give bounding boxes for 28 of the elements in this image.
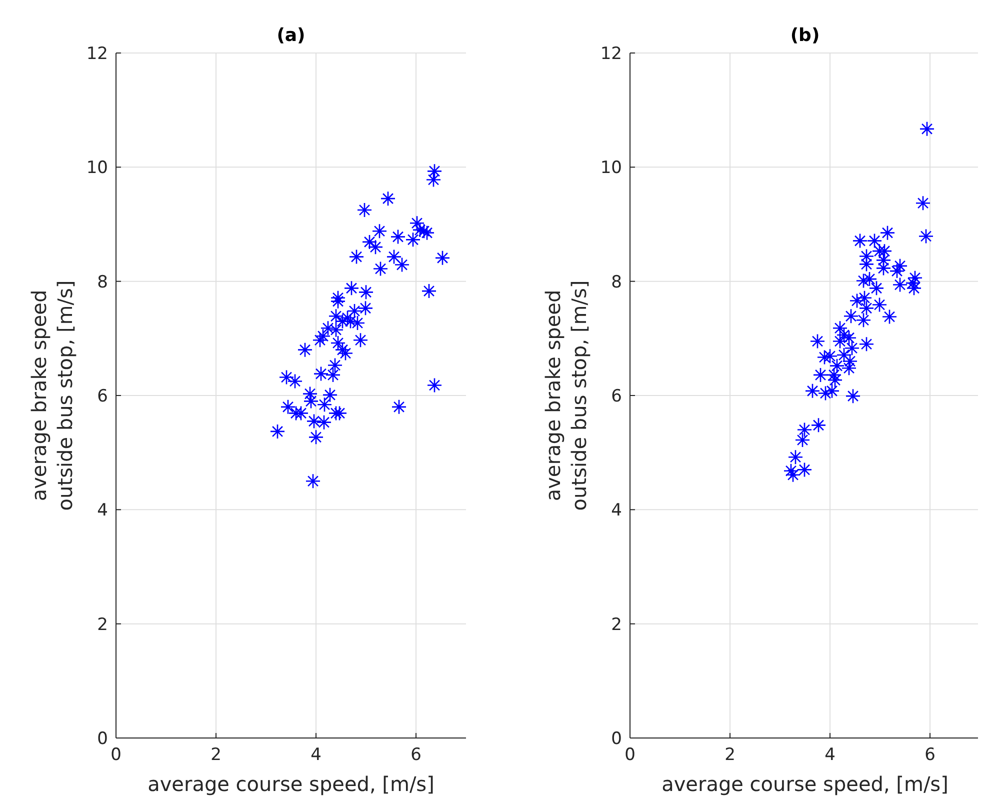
x-tick-label: 0: [110, 745, 122, 765]
y-axis-title: average brake speed outside bus stop, [m/s]: [541, 280, 591, 511]
y-tick-label: 10: [600, 158, 622, 178]
y-tick-label: 4: [611, 500, 622, 521]
x-tick-label: 6: [410, 745, 422, 765]
y-tick-label: 0: [611, 729, 622, 749]
x-axis-title: average course speed, [m/s]: [148, 772, 434, 796]
y-tick-label: 12: [600, 44, 622, 64]
x-axis-title: average course speed, [m/s]: [662, 772, 948, 796]
y-tick-label: 8: [611, 272, 622, 292]
y-tick-label: 2: [611, 614, 622, 635]
chart-title: (b): [790, 25, 820, 46]
x-tick-label: 4: [824, 745, 836, 765]
y-tick-label: 8: [97, 272, 108, 292]
x-tick-label: 0: [624, 745, 636, 765]
y-tick-label: 6: [97, 386, 108, 406]
y-tick-label: 12: [86, 44, 108, 64]
chart-title: (a): [276, 25, 306, 46]
x-tick-label: 4: [310, 745, 322, 765]
y-axis-title: average brake speed outside bus stop, [m/s]: [27, 280, 77, 511]
y-tick-label: 2: [97, 614, 108, 635]
y-tick-label: 0: [97, 729, 108, 749]
y-tick-label: 10: [86, 158, 108, 178]
y-tick-label: 6: [611, 386, 622, 406]
x-tick-label: 2: [724, 745, 736, 765]
x-tick-label: 2: [210, 745, 222, 765]
x-tick-label: 6: [924, 745, 936, 765]
y-tick-label: 4: [97, 500, 108, 521]
